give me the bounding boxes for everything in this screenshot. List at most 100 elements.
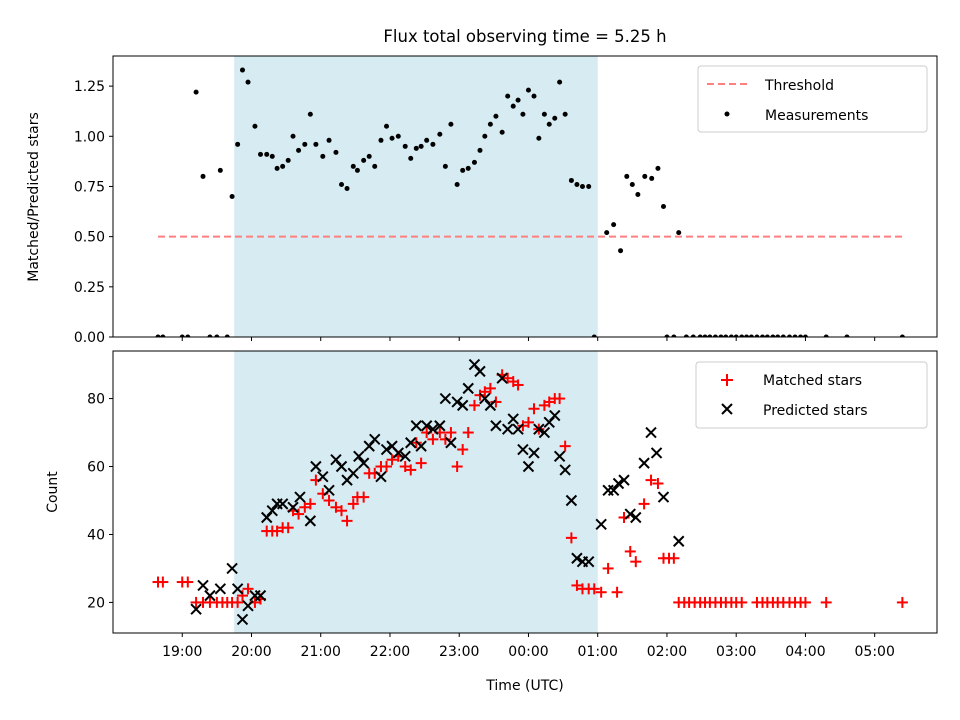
predicted-point [538,426,551,439]
predicted-point-b [347,467,359,480]
predicted-point [287,501,299,513]
matched-point [611,586,623,598]
bottom-axes-frame [112,350,938,634]
predicted-point [456,399,469,412]
predicted-point-b [673,535,685,547]
bottom-panel: 20 40 60 80 19:00 20:00 21:00 22:00 23:00 00:00 0… [45,350,938,694]
measurement-point [430,141,436,147]
predicted-point [582,555,595,568]
predicted-point-b [630,511,642,524]
predicted-point-b [242,600,254,612]
top-shaded-region [234,56,598,337]
measurement-point [642,173,648,179]
bottom-xtick-label: 19:00 [162,644,202,660]
measurement-point [635,191,641,197]
measurement-point [395,133,401,139]
predicted-point-b [427,423,439,435]
predicted-point [380,443,393,456]
measurement-point [193,89,199,95]
measurement-point [344,185,350,191]
measurement-point [604,230,610,236]
predicted-point-b [399,450,411,463]
matched-point [565,532,577,544]
predicted-point-b [650,447,663,459]
predicted-point [399,450,411,463]
predicted-point-b [559,464,571,476]
predicted-point [638,457,650,469]
legend-measurements-label: Measurements [765,108,868,124]
measurement-point [683,334,689,337]
matched-point [236,590,248,602]
matched-point [820,596,832,608]
measurement-point [624,173,630,179]
measurement-point [775,334,781,337]
matched-point [323,494,335,506]
predicted-point-b [353,450,365,463]
measurement-point [712,334,718,337]
measurement-point [160,334,166,337]
measurement-point [179,334,185,337]
bottom-xtick-label: 21:00 [301,644,341,660]
measurement-point [707,334,713,337]
measurement-point [274,165,280,171]
predicted-point [317,471,329,483]
predicted-point [507,413,519,425]
predicted-point-b [517,443,529,456]
measurement-point [792,334,798,337]
predicted-point-b [490,420,502,432]
measurement-point [493,113,499,119]
predicted-point [490,420,502,432]
measurement-point [296,147,302,153]
matched-point [415,457,427,469]
measurement-point [579,183,585,189]
matched-point [588,583,600,595]
predicted-point-b [533,423,545,435]
bottom-shaded-region [234,351,598,633]
predicted-point-b [612,477,625,490]
measurement-point [372,163,378,169]
measurement-point [899,334,905,337]
measurement-point [510,103,516,109]
measurement-point [591,334,597,337]
matched-point [479,386,491,398]
legend-predicted-swatch [721,403,733,415]
predicted-point [673,535,685,547]
measurement-point [366,153,372,159]
matched-point [595,586,607,598]
predicted-point-b [462,382,474,395]
measurement-point [257,151,263,157]
predicted-point-b [254,589,267,602]
measurement-point [611,222,617,228]
predicted-point [405,437,417,449]
matched-point [630,556,642,568]
predicted-point [294,491,306,503]
measurement-point [320,153,326,159]
measurement-point [361,157,367,163]
top-ytick-label: 0.75 [74,179,105,195]
top-ytick-label: 0.25 [74,280,105,296]
measurement-point [770,334,776,337]
predicted-point [445,437,457,449]
predicted-point [595,518,607,530]
predicted-point-b [323,484,335,497]
predicted-point [522,460,535,473]
matched-point [484,382,496,394]
bottom-ytick-label: 80 [87,392,105,408]
measurement-point [723,334,729,337]
matched-point [358,491,370,503]
measurement-point [437,131,443,137]
predicted-point-b [645,426,657,439]
bottom-xtick-label: 22:00 [370,644,410,660]
measurement-point [302,141,308,147]
measurement-point [823,334,829,337]
measurement-point [744,334,750,337]
measurement-point [207,334,213,337]
predicted-point-b [214,583,227,595]
predicted-point-b [565,494,578,507]
measurement-point [676,230,682,236]
matched-point [427,433,439,445]
measurement-point [155,334,161,337]
measurement-point [562,111,568,117]
measurement-point [384,123,390,129]
measurement-point [185,334,191,337]
